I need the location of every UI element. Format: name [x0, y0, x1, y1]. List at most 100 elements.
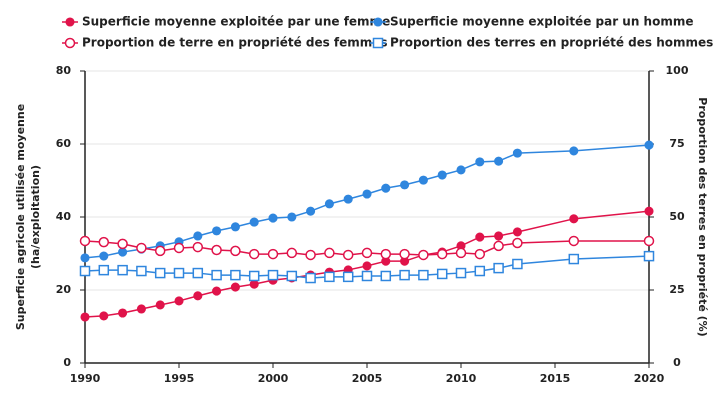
marker: [494, 231, 504, 241]
marker: [436, 248, 448, 260]
marker: [512, 258, 523, 270]
marker: [512, 148, 522, 158]
marker: [155, 300, 165, 310]
marker: [173, 267, 185, 279]
marker: [494, 156, 504, 166]
legend-label: Proportion de terre en propriété des fem…: [82, 36, 388, 50]
y-axis-title-line: (ha/exploitation): [29, 165, 42, 269]
marker: [324, 271, 335, 283]
x-tick-label: 2000: [258, 372, 289, 385]
marker: [380, 270, 392, 282]
x-tick-label: 2015: [540, 372, 571, 385]
y2-tick-label: 0: [673, 356, 681, 369]
marker: [362, 189, 372, 199]
marker: [361, 247, 373, 259]
marker: [230, 222, 240, 232]
marker: [381, 183, 391, 193]
marker: [643, 250, 655, 262]
marker: [98, 264, 110, 276]
marker: [342, 249, 354, 261]
marker: [644, 206, 654, 216]
marker: [211, 269, 222, 281]
marker: [136, 265, 147, 277]
marker: [474, 248, 486, 260]
marker: [118, 247, 128, 257]
marker: [493, 262, 504, 274]
marker: [118, 308, 128, 318]
x-tick-label: 2005: [352, 372, 383, 385]
marker: [286, 247, 298, 259]
marker: [230, 282, 240, 292]
marker: [230, 269, 241, 281]
marker: [99, 251, 109, 261]
x-tick-label: 2010: [446, 372, 477, 385]
marker: [343, 194, 353, 204]
marker: [267, 248, 279, 260]
marker: [230, 245, 241, 257]
marker: [418, 175, 428, 185]
y2-axis-title: Proportion des terres en propriété (%): [696, 97, 709, 336]
marker: [99, 311, 109, 321]
marker: [154, 267, 166, 279]
marker: [192, 267, 204, 279]
x-tick-label: 1990: [70, 372, 101, 385]
marker: [193, 291, 203, 301]
marker: [98, 236, 110, 248]
marker: [80, 312, 90, 322]
marker: [568, 235, 580, 247]
marker: [475, 157, 485, 167]
y2-tick-label: 100: [666, 64, 689, 77]
marker: [436, 268, 448, 280]
y-axis-title: Superficie agricole utilisée moyenne (ha/…: [14, 104, 42, 330]
marker: [248, 270, 260, 282]
marker: [568, 253, 580, 265]
legend-marker: [373, 17, 383, 27]
x-tick-label: 1995: [164, 372, 195, 385]
y-tick-label: 20: [56, 283, 72, 296]
marker: [399, 269, 410, 281]
y-tick-label: 40: [56, 210, 72, 223]
y-axis-title-line: Superficie agricole utilisée moyenne: [14, 104, 27, 330]
marker: [80, 253, 90, 263]
marker: [455, 267, 467, 279]
marker: [512, 237, 523, 249]
marker: [380, 248, 392, 260]
marker: [211, 244, 222, 256]
marker: [212, 226, 222, 236]
marker: [362, 261, 372, 271]
marker: [249, 279, 259, 289]
marker: [305, 249, 316, 261]
marker: [361, 270, 373, 282]
marker: [173, 242, 185, 254]
marker: [400, 180, 410, 190]
marker: [192, 241, 204, 253]
marker: [117, 264, 128, 276]
marker: [643, 235, 655, 247]
y-tick-label: 0: [63, 356, 71, 369]
marker: [324, 247, 335, 259]
marker: [193, 231, 203, 241]
legend-marker: [65, 17, 75, 27]
marker: [493, 240, 504, 252]
marker: [569, 214, 579, 224]
marker: [286, 270, 298, 282]
y2-tick-label: 50: [669, 210, 685, 223]
legend-label: Superficie moyenne exploitée par un homm…: [390, 15, 694, 29]
x-tick-label: 2020: [634, 372, 665, 385]
marker: [212, 286, 222, 296]
y-tick-label: 80: [56, 64, 72, 77]
marker: [79, 265, 91, 277]
marker: [437, 170, 447, 180]
legend-marker: [64, 37, 76, 49]
marker: [136, 242, 147, 254]
y2-tick-label: 75: [669, 137, 684, 150]
marker: [136, 304, 146, 314]
marker: [418, 269, 429, 281]
y2-tick-label: 25: [669, 283, 684, 296]
legend-marker: [372, 37, 384, 49]
marker: [342, 271, 354, 283]
marker: [287, 212, 297, 222]
marker: [644, 140, 654, 150]
marker: [249, 217, 259, 227]
marker: [154, 245, 166, 257]
